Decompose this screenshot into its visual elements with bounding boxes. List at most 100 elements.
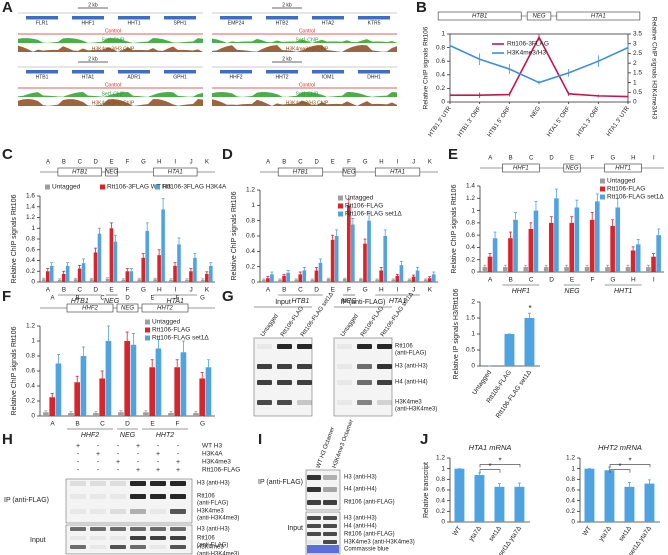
y-axis-label: Relative ChIP signals Rtt106 (11, 326, 18, 415)
x-tick-label: A (46, 287, 51, 294)
bar (141, 257, 145, 282)
y-tick-label: 0.2 (436, 508, 445, 515)
bar (80, 356, 87, 416)
bar (193, 257, 197, 282)
bar (513, 219, 518, 272)
bar (427, 278, 432, 282)
band-label: H3K4me3 (anti-H3K4me3) (344, 540, 415, 546)
lane-label: Untagged (260, 313, 280, 338)
y-tick-label: 1.5 (466, 315, 475, 322)
map-site: E (110, 160, 114, 166)
bar (494, 486, 505, 522)
blot-band (323, 524, 337, 528)
y-tick-label: 0 (441, 99, 445, 106)
blot-band (90, 481, 106, 486)
map-site: D (314, 160, 319, 166)
x-tick-label: HTA1 3' ORF (576, 105, 601, 138)
panel-letter: F (2, 288, 11, 305)
x-tick-label: E (150, 421, 155, 428)
x-tick-label: J (412, 287, 415, 294)
sig-bracket (609, 469, 631, 473)
bar (379, 270, 383, 282)
sig-bracket (479, 469, 501, 473)
legend-label: Rtt106-FLAG set1Δ (345, 211, 402, 218)
region-label: NEG (341, 298, 357, 305)
bar (93, 413, 99, 416)
x-tick-label: D (125, 421, 130, 428)
y-tick-label: 1 (571, 465, 575, 472)
track-name: Set1 ChIP (102, 37, 125, 43)
x-tick-label: yta7Δ (598, 525, 614, 543)
bar (294, 279, 299, 282)
bar (326, 278, 331, 282)
y-tick-label: 0.6 (436, 58, 445, 65)
bar (310, 279, 315, 282)
x-tick-label: F (347, 287, 351, 294)
bar (173, 265, 177, 282)
y-tick-label: 0.6 (436, 487, 445, 494)
significance: * (628, 457, 631, 466)
legend-swatch (145, 319, 150, 325)
panel-letter: I (258, 431, 262, 448)
blot-band (257, 400, 272, 405)
bar (482, 267, 488, 272)
section-label: IP (anti-FLAG) (258, 479, 303, 486)
map-site: G (363, 160, 368, 166)
scale-text: 2 kb (282, 56, 292, 62)
blot-band (357, 364, 372, 369)
condition-sign: + (136, 443, 140, 450)
condition-sign: - (117, 467, 120, 474)
y2-axis-label: Relative ChIP signals H3K4me3/H3 (650, 17, 657, 120)
blot-band (297, 344, 312, 349)
band-label: (anti-FLAG) (197, 543, 228, 549)
map-site: C (78, 160, 83, 166)
gene-box (26, 16, 58, 20)
sig-bracket (609, 464, 651, 468)
map-site: J (190, 160, 193, 166)
x-tick-label: F (176, 421, 180, 428)
gene-name: HHT2 (275, 74, 288, 80)
blot-band (70, 527, 86, 531)
y-axis-label: Relative ChIP signals Rtt106 (231, 191, 238, 280)
x-tick-label: A (488, 277, 493, 284)
y-tick-label: 0 (31, 279, 35, 286)
band-label: Rtt106 (197, 536, 215, 542)
legend-label: Rtt106-FLAG (607, 186, 645, 193)
bar (543, 267, 549, 272)
bar (177, 244, 181, 282)
gene-name: EMP24 (228, 20, 245, 26)
gene-box (312, 70, 344, 74)
bar (153, 279, 157, 282)
bar (487, 256, 493, 272)
gene-box (26, 70, 58, 74)
bar (589, 219, 595, 272)
bar (113, 241, 118, 282)
blot-frame (65, 478, 193, 524)
y-tick-label: 0.8 (566, 476, 575, 483)
blot-band (110, 527, 126, 531)
gene-box (118, 70, 150, 74)
blot-band (297, 364, 312, 369)
gene-arrow (105, 167, 118, 177)
x-tick-label: C (298, 287, 303, 294)
band-label: (anti-FLAG) (197, 501, 228, 507)
map-site: J (412, 160, 415, 166)
panel-letter: B (416, 0, 427, 16)
bar (125, 271, 130, 282)
bar (415, 270, 420, 282)
bar (302, 270, 307, 282)
gene-arrow (563, 163, 581, 173)
gene-name: IOM1 (322, 74, 334, 80)
bar (189, 271, 193, 282)
y-tick-label: 1.6 (26, 193, 35, 200)
blot-band (297, 380, 312, 385)
x-tick-label: J (190, 287, 193, 294)
x-tick-label: G (141, 287, 146, 294)
gene-arrow (526, 11, 552, 21)
gene-box (118, 16, 150, 20)
legend-swatch (100, 184, 105, 190)
x-tick-label: E (570, 277, 575, 284)
bar (169, 279, 173, 282)
bar (89, 279, 94, 282)
bar (504, 334, 515, 366)
